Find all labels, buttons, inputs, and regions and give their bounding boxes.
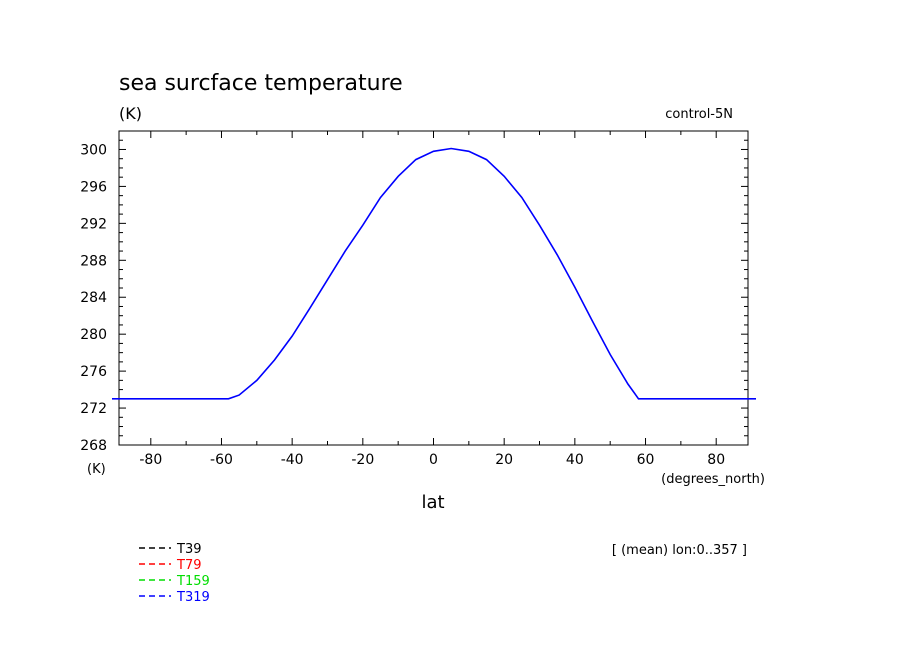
x-tick-label: 80 xyxy=(707,452,725,468)
x-tick-label: 40 xyxy=(566,452,584,468)
y-tick-label: 276 xyxy=(80,364,107,380)
x-axis-label: lat xyxy=(421,492,444,513)
y-unit-label: (K) xyxy=(119,104,142,123)
legend-label-t79: T79 xyxy=(176,558,201,573)
series-line-t319 xyxy=(112,147,756,400)
x-tick-label: -40 xyxy=(281,452,304,468)
y-tick-label: 284 xyxy=(80,290,107,306)
x-axis-ticks: -80 -60 -40 -20 0 20 40 60 80 xyxy=(139,131,725,468)
mean-annotation: [ (mean) lon:0..357 ] xyxy=(612,543,747,558)
y-tick-label: 268 xyxy=(80,438,107,454)
experiment-label: control-5N xyxy=(665,107,733,122)
legend-label-t39: T39 xyxy=(176,542,201,557)
x-tick-label: -80 xyxy=(139,452,162,468)
series-lines xyxy=(112,147,756,400)
x-tick-label: -20 xyxy=(351,452,374,468)
y-tick-label: 292 xyxy=(80,216,107,232)
legend-label-t159: T159 xyxy=(176,574,210,589)
x-tick-label: 20 xyxy=(495,452,513,468)
x-tick-label: 0 xyxy=(429,452,438,468)
y-tick-label: 296 xyxy=(80,179,107,195)
y-tick-label: 272 xyxy=(80,401,107,417)
x-tick-label: 60 xyxy=(637,452,655,468)
chart-title: sea surcface temperature xyxy=(119,71,403,96)
y-tick-label: 280 xyxy=(80,327,107,343)
y-unit-lower-label: (K) xyxy=(87,462,106,477)
legend-label-t319: T319 xyxy=(176,590,210,605)
y-axis-ticks: 268 272 276 280 284 288 292 296 300 xyxy=(80,130,748,454)
x-unit-label: (degrees_north) xyxy=(661,472,765,487)
plot-frame xyxy=(118,130,749,446)
y-tick-label: 288 xyxy=(80,253,107,269)
y-tick-label: 300 xyxy=(80,142,107,158)
x-tick-label: -60 xyxy=(210,452,233,468)
